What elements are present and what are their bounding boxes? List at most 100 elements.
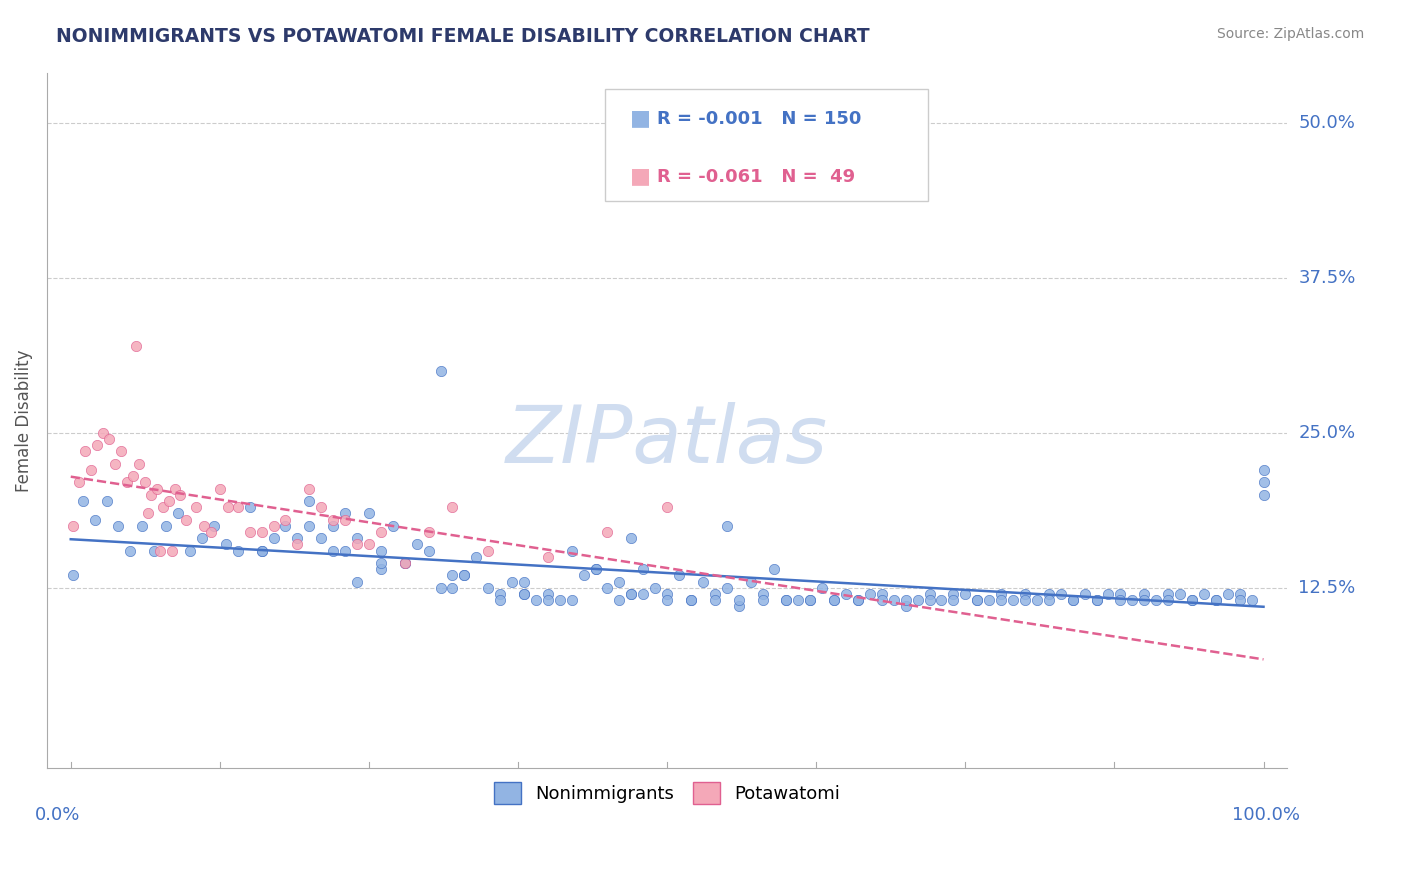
Point [405,537,427,551]
Point [169,488,191,502]
Point [870,587,893,601]
Point [239,500,262,515]
Point [1014,593,1036,607]
Point [163,482,186,496]
Point [107,518,129,533]
Point [160,543,183,558]
Text: Source: ZipAtlas.com: Source: ZipAtlas.com [1216,27,1364,41]
Text: R = -0.061   N =  49: R = -0.061 N = 49 [657,168,855,186]
Point [191,531,214,545]
Point [357,507,380,521]
Point [799,593,821,607]
Point [644,581,666,595]
Point [620,587,643,601]
Point [381,518,404,533]
Point [537,593,560,607]
Point [524,593,547,607]
Point [136,507,159,521]
Text: 50.0%: 50.0% [1299,113,1355,132]
Point [193,518,215,533]
Point [823,593,845,607]
Point [1133,587,1156,601]
Point [184,500,207,515]
Point [716,581,738,595]
Point [609,574,631,589]
Text: 0.0%: 0.0% [35,805,80,824]
Point [835,587,858,601]
Point [298,494,321,508]
Point [990,587,1012,601]
Point [679,593,702,607]
Point [202,518,225,533]
Point [143,543,166,558]
Point [727,593,749,607]
Point [846,593,869,607]
Point [703,593,725,607]
Point [787,593,810,607]
Point [86,438,108,452]
Point [1144,593,1167,607]
Point [1109,593,1132,607]
Point [346,574,368,589]
Point [208,482,231,496]
Point [72,494,94,508]
Point [561,543,583,558]
Point [1216,587,1239,601]
Point [489,587,512,601]
Point [585,562,607,576]
Point [620,587,643,601]
Point [215,537,238,551]
Point [418,524,440,539]
Point [274,518,297,533]
Point [298,518,321,533]
Point [489,593,512,607]
Point [441,581,464,595]
Point [918,587,941,601]
Text: 100.0%: 100.0% [1232,805,1299,824]
Text: R = -0.001   N = 150: R = -0.001 N = 150 [657,110,860,128]
Point [846,593,869,607]
Point [322,543,344,558]
Point [1014,587,1036,601]
Point [883,593,905,607]
Point [548,593,571,607]
Point [763,562,786,576]
Point [62,518,84,533]
Point [322,518,344,533]
Point [298,482,321,496]
Point [226,500,249,515]
Point [309,500,332,515]
Point [633,562,655,576]
Point [263,531,285,545]
Point [333,512,356,526]
Point [155,518,177,533]
Point [394,556,416,570]
Point [131,518,153,533]
Point [1038,587,1060,601]
Point [429,581,451,595]
Point [1109,587,1132,601]
Point [346,531,368,545]
Point [931,593,953,607]
Point [62,568,84,582]
Point [441,568,464,582]
Point [394,556,416,570]
Point [668,568,690,582]
Point [1253,463,1275,477]
Point [263,518,285,533]
Point [1097,587,1119,601]
Point [811,581,834,595]
Y-axis label: Female Disability: Female Disability [15,349,32,491]
Point [239,524,262,539]
Point [83,512,105,526]
Point [966,593,988,607]
Text: ■: ■ [630,109,651,128]
Point [679,593,702,607]
Point [287,537,309,551]
Point [73,444,96,458]
Point [1049,587,1071,601]
Point [370,524,392,539]
Point [453,568,475,582]
Point [572,568,595,582]
Point [370,556,392,570]
